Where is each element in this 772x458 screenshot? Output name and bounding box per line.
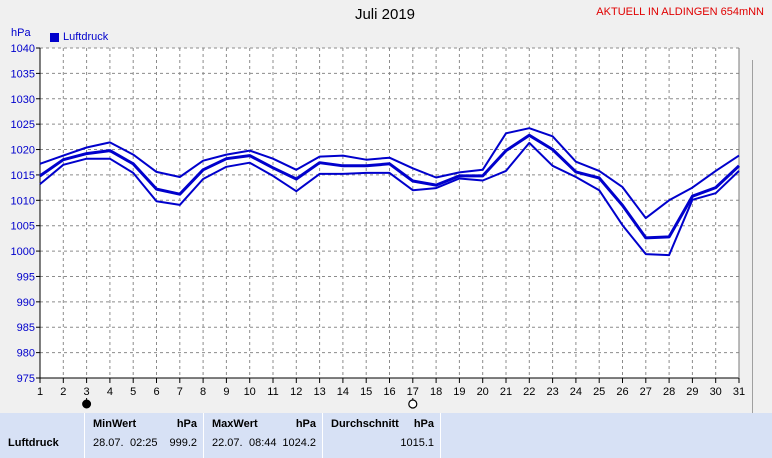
y-tick-label: 990 — [17, 297, 35, 309]
pressure-chart: 9759809859909951000100510101015102010251… — [11, 43, 745, 409]
stats-min-date: 28.07. — [93, 437, 124, 449]
x-tick-label: 1 — [37, 386, 43, 398]
y-tick-label: 975 — [17, 373, 35, 385]
legend-entry-luftdruck: Luftdruck — [63, 31, 109, 43]
stats-min-time: 02:25 — [130, 437, 158, 449]
chart-title: Juli 2019 — [354, 6, 416, 23]
statistics-bar — [0, 413, 772, 458]
stats-max-unit: hPa — [295, 418, 316, 430]
stats-row-label-cell: Luftdruck — [0, 413, 85, 458]
stats-avg-cell: Durchschnitt hPa 1015.1 — [324, 413, 441, 458]
x-tick-label: 4 — [107, 386, 113, 398]
y-tick-label: 980 — [17, 348, 35, 360]
x-tick-label: 26 — [616, 386, 628, 398]
x-tick-label: 9 — [223, 386, 229, 398]
y-tick-label: 1015 — [11, 170, 35, 182]
y-tick-label: 1030 — [11, 94, 35, 106]
stats-max-time: 08:44 — [249, 437, 277, 449]
stats-row-label: Luftdruck — [8, 437, 59, 449]
station-label: AKTUELL IN ALDINGEN 654mNN — [596, 6, 764, 18]
x-tick-label: 7 — [177, 386, 183, 398]
x-tick-label: 25 — [593, 386, 605, 398]
y-tick-label: 1010 — [11, 195, 35, 207]
x-tick-label: 12 — [290, 386, 302, 398]
x-tick-label: 30 — [710, 386, 722, 398]
y-axis-unit-label: hPa — [11, 27, 31, 39]
x-tick-label: 27 — [640, 386, 652, 398]
stats-min-value: 999.2 — [169, 437, 197, 449]
stats-max-date: 22.07. — [212, 437, 243, 449]
series-line-mean — [39, 133, 741, 240]
stats-max-cell: MaxWert hPa 22.07. 08:44 1024.2 — [205, 413, 323, 458]
legend-swatch-icon — [50, 32, 59, 42]
x-tick-label: 22 — [523, 386, 535, 398]
x-tick-label: 21 — [500, 386, 512, 398]
x-tick-label: 3 — [84, 386, 90, 398]
stats-min-header: MinWert — [93, 418, 137, 430]
y-tick-label: 1005 — [11, 221, 35, 233]
stats-max-header: MaxWert — [212, 418, 258, 430]
stats-avg-unit: hPa — [413, 418, 434, 430]
side-preview-strip — [752, 60, 772, 415]
x-tick-label: 14 — [337, 386, 349, 398]
x-tick-label: 8 — [200, 386, 206, 398]
stats-max-value: 1024.2 — [282, 437, 316, 449]
x-tick-label: 19 — [453, 386, 465, 398]
x-tick-label: 11 — [267, 386, 278, 398]
x-tick-label: 17 — [407, 386, 419, 398]
y-tick-label: 1025 — [11, 119, 35, 131]
x-tick-label: 13 — [313, 386, 325, 398]
filled-circle-icon — [82, 399, 92, 409]
x-tick-label: 20 — [477, 386, 489, 398]
x-tick-label: 29 — [686, 386, 698, 398]
series-line-min — [39, 141, 740, 257]
open-circle-icon — [408, 399, 418, 409]
x-tick-label: 2 — [60, 386, 66, 398]
y-tick-label: 1035 — [11, 68, 35, 80]
y-tick-label: 1040 — [11, 43, 35, 55]
stats-min-cell: MinWert hPa 28.07. 02:25 999.2 — [85, 413, 204, 458]
stats-avg-value: 1015.1 — [400, 437, 434, 449]
x-tick-label: 16 — [383, 386, 395, 398]
x-tick-label: 18 — [430, 386, 442, 398]
x-tick-label: 5 — [130, 386, 136, 398]
x-tick-label: 10 — [244, 386, 256, 398]
y-tick-label: 995 — [17, 271, 35, 283]
y-tick-label: 985 — [17, 322, 35, 334]
x-tick-label: 31 — [733, 386, 745, 398]
x-tick-label: 23 — [546, 386, 558, 398]
x-tick-label: 24 — [570, 386, 582, 398]
x-tick-label: 15 — [360, 386, 372, 398]
x-tick-label: 28 — [663, 386, 675, 398]
stats-min-unit: hPa — [176, 418, 197, 430]
legend: Luftdruck — [50, 31, 108, 43]
x-tick-label: 6 — [153, 386, 159, 398]
stats-avg-header: Durchschnitt — [331, 418, 399, 430]
y-tick-label: 1020 — [11, 145, 35, 157]
y-tick-label: 1000 — [11, 246, 35, 258]
series-line-max — [39, 127, 740, 220]
